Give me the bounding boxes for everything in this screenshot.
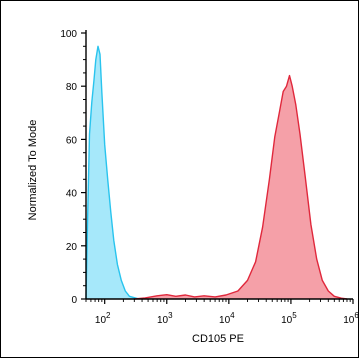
y-tick-label-60: 60 (66, 135, 78, 146)
x-tick-label-4: 104 (219, 311, 235, 326)
series-area-1 (86, 46, 140, 299)
x-tick-label-6: 106 (343, 311, 359, 326)
y-tick-label-40: 40 (66, 189, 78, 200)
y-tick-label-80: 80 (66, 82, 78, 93)
x-tick-label-2: 102 (95, 311, 111, 326)
series-line-1 (85, 45, 140, 300)
y-axis-label: Normalized To Mode (27, 120, 39, 221)
x-tick-label-3: 103 (157, 311, 173, 326)
y-tick-label-100: 100 (60, 29, 77, 40)
y-tick-label-0: 0 (71, 295, 77, 306)
series-line-2 (134, 74, 348, 300)
series-area-2 (134, 75, 347, 299)
x-tick-label-5: 105 (281, 311, 297, 326)
x-axis-label: CD105 PE (192, 333, 244, 345)
y-tick-label-20: 20 (66, 242, 78, 253)
